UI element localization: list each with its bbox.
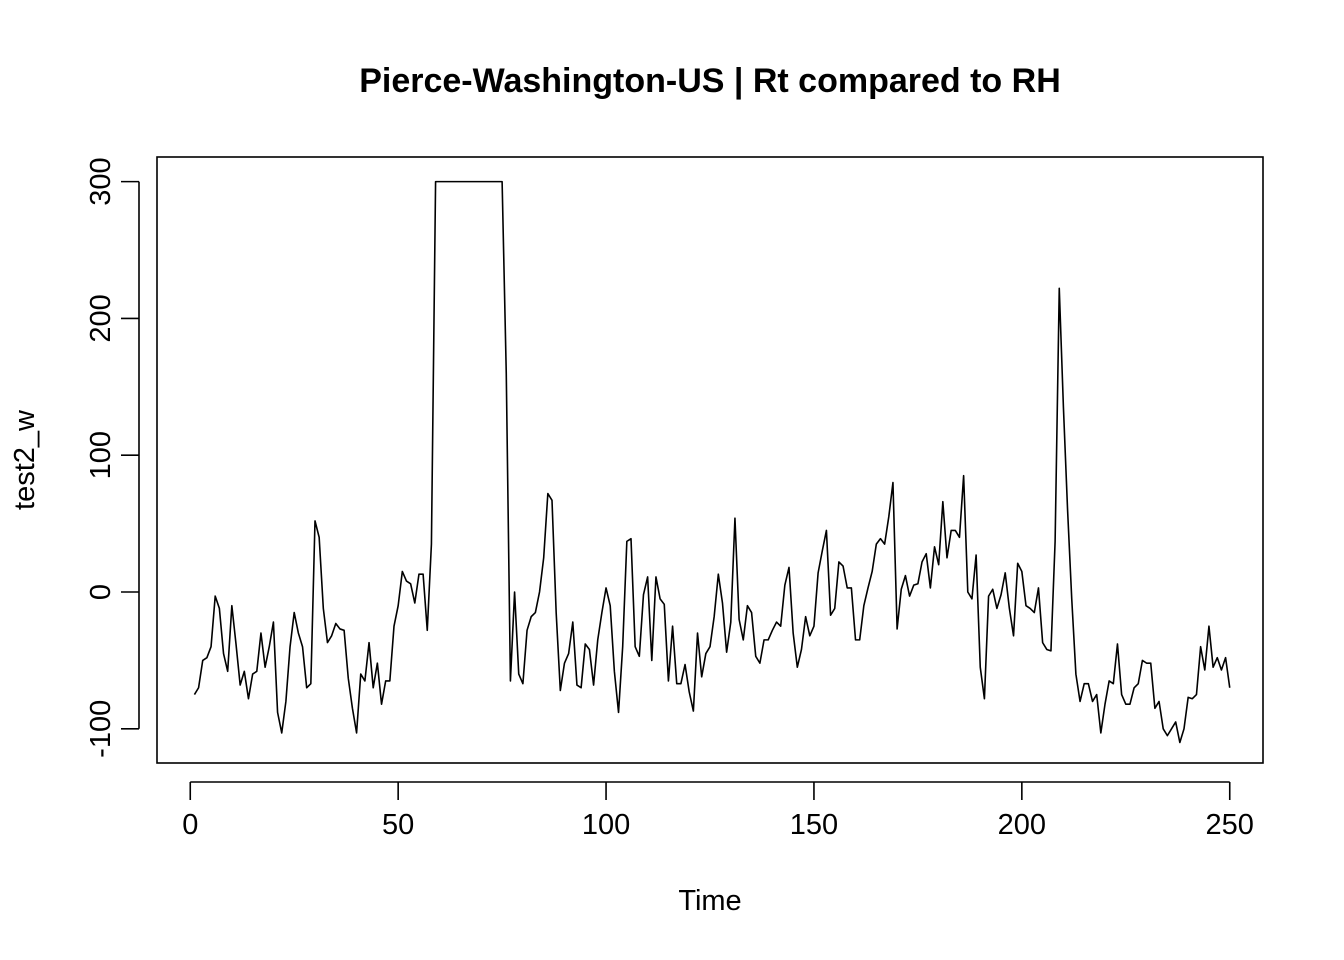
- x-axis-label: Time: [678, 885, 741, 917]
- y-tick-label: 0: [85, 584, 117, 600]
- x-tick-label: 150: [790, 809, 838, 841]
- y-axis-label: test2_w: [9, 409, 41, 510]
- y-tick-label: 200: [85, 294, 117, 342]
- x-axis: 0 50 100 150 200 250: [182, 781, 1254, 841]
- x-tick-label: 100: [582, 809, 630, 841]
- y-tick-label: 300: [85, 157, 117, 205]
- series-line: [193, 180, 1231, 744]
- y-tick-label: 100: [85, 431, 117, 479]
- chart-title: Pierce-Washington-US | Rt compared to RH: [359, 62, 1061, 100]
- y-axis: -100 0 100 200 300: [85, 157, 140, 758]
- plot-frame: [156, 156, 1264, 764]
- x-tick-label: 250: [1206, 809, 1254, 841]
- x-tick-label: 200: [998, 809, 1046, 841]
- y-tick-label: -100: [85, 700, 117, 758]
- x-tick-label: 0: [182, 809, 198, 841]
- x-tick-label: 50: [382, 809, 414, 841]
